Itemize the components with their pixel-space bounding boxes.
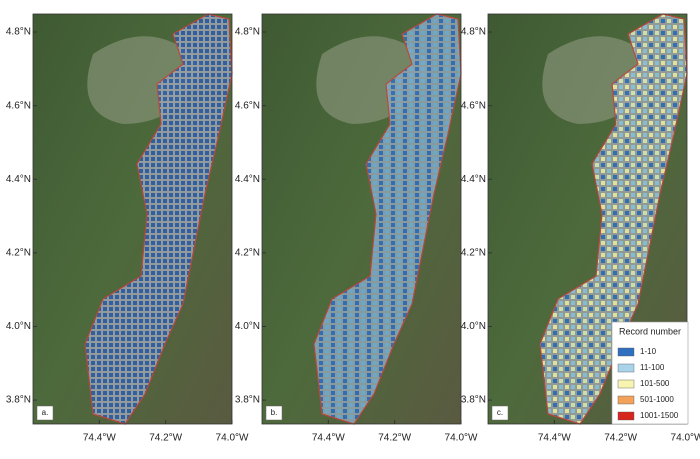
panel-frame: [32, 13, 233, 425]
study-region: [84, 13, 233, 425]
y-tick-label: 4.2°N: [461, 248, 486, 259]
x-tick-label: 74.2°W: [378, 433, 411, 444]
legend-swatch: [617, 347, 635, 357]
x-tick-label: 74.0°W: [216, 433, 249, 444]
y-tick-label: 4.6°N: [235, 100, 260, 111]
legend-swatch: [617, 379, 635, 389]
y-tick-label: 4.0°N: [461, 321, 486, 332]
legend-swatch: [617, 395, 635, 405]
panel-label: c.: [497, 408, 503, 417]
y-tick-label: 3.8°N: [6, 395, 31, 406]
legend-label: 501-1000: [640, 395, 674, 404]
y-tick-label: 3.8°N: [235, 395, 260, 406]
y-tick-label: 4.4°N: [461, 174, 486, 185]
x-tick-label: 74.2°W: [604, 433, 637, 444]
panel-label: b.: [271, 408, 278, 417]
panel-frame: [261, 13, 462, 425]
panel-frame: [487, 13, 688, 425]
legend-swatch: [617, 411, 635, 421]
y-tick-label: 4.6°N: [461, 100, 486, 111]
panel-label-box: [491, 405, 509, 421]
panel-label-box: [265, 405, 283, 421]
legend-label: 1001-1500: [640, 411, 679, 420]
panel-label-box: [36, 405, 54, 421]
y-tick-label: 4.6°N: [6, 100, 31, 111]
y-tick-label: 4.8°N: [235, 27, 260, 38]
y-tick-label: 3.8°N: [461, 395, 486, 406]
legend-label: 1-10: [640, 347, 657, 356]
y-tick-label: 4.4°N: [235, 174, 260, 185]
study-region: [313, 13, 462, 425]
legend-label: 101-500: [640, 379, 670, 388]
legend-swatch: [617, 363, 635, 373]
x-tick-label: 74.0°W: [445, 433, 478, 444]
y-tick-label: 4.0°N: [6, 321, 31, 332]
y-tick-label: 4.4°N: [6, 174, 31, 185]
legend-label: 11-100: [640, 363, 665, 372]
legend-box: [611, 321, 689, 425]
x-tick-label: 74.4°W: [538, 433, 571, 444]
x-tick-label: 74.4°W: [312, 433, 345, 444]
y-tick-label: 4.8°N: [461, 27, 486, 38]
y-tick-label: 4.2°N: [235, 248, 260, 259]
x-tick-label: 74.2°W: [149, 433, 182, 444]
x-tick-label: 74.4°W: [83, 433, 116, 444]
x-tick-label: 74.0°W: [671, 433, 700, 444]
legend-title: Record number: [619, 326, 681, 336]
study-region: [539, 13, 688, 425]
panel-label: a.: [42, 408, 49, 417]
y-tick-label: 4.8°N: [6, 27, 31, 38]
y-tick-label: 4.0°N: [235, 321, 260, 332]
y-tick-label: 4.2°N: [6, 248, 31, 259]
